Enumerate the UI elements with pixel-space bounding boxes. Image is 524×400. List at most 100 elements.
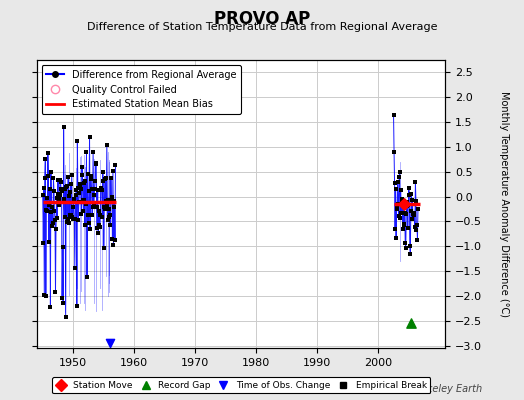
Point: [402, 211, 410, 218]
Point: [401, 245, 410, 252]
Point: [43, 208, 51, 214]
Point: [410, 210, 418, 216]
Point: [95, 208, 103, 215]
Point: [107, 198, 116, 205]
Point: [58, 188, 66, 194]
Point: [68, 214, 77, 221]
Point: [51, 216, 59, 223]
Point: [399, 222, 408, 228]
Text: Difference of Station Temperature Data from Regional Average: Difference of Station Temperature Data f…: [87, 22, 437, 32]
Point: [54, 202, 63, 208]
Point: [406, 250, 414, 257]
Point: [392, 235, 400, 241]
Point: [103, 142, 111, 148]
Point: [396, 169, 404, 175]
Legend: Station Move, Record Gap, Time of Obs. Change, Empirical Break: Station Move, Record Gap, Time of Obs. C…: [52, 377, 430, 394]
Point: [409, 211, 417, 217]
Point: [97, 184, 105, 191]
Point: [79, 208, 88, 214]
Point: [64, 220, 73, 227]
Point: [94, 222, 103, 228]
Point: [68, 172, 76, 178]
Point: [59, 300, 67, 307]
Point: [399, 200, 407, 206]
Point: [61, 186, 69, 192]
Point: [104, 217, 112, 224]
Legend: Difference from Regional Average, Quality Control Failed, Estimated Station Mean: Difference from Regional Average, Qualit…: [41, 65, 241, 114]
Point: [66, 189, 74, 195]
Point: [392, 205, 401, 211]
Point: [39, 240, 48, 246]
Point: [100, 204, 108, 210]
Point: [59, 124, 68, 130]
Point: [42, 195, 51, 201]
Point: [402, 203, 411, 209]
Point: [98, 214, 106, 220]
Point: [414, 206, 422, 212]
Point: [83, 274, 91, 281]
Point: [61, 314, 70, 320]
Point: [407, 191, 416, 197]
Point: [50, 187, 58, 194]
Point: [390, 180, 399, 186]
Point: [396, 214, 405, 221]
Y-axis label: Monthly Temperature Anomaly Difference (°C): Monthly Temperature Anomaly Difference (…: [499, 91, 509, 317]
Point: [99, 178, 107, 184]
Point: [57, 186, 66, 192]
Point: [71, 216, 80, 222]
Point: [413, 236, 422, 243]
Point: [107, 175, 115, 181]
Point: [41, 175, 49, 182]
Point: [89, 203, 97, 210]
Point: [106, 212, 114, 219]
Point: [64, 173, 72, 180]
Point: [100, 245, 108, 252]
Point: [46, 186, 54, 193]
Point: [76, 181, 84, 187]
Point: [75, 183, 84, 190]
Point: [66, 211, 74, 218]
Point: [60, 214, 69, 220]
Point: [400, 201, 408, 207]
Point: [52, 226, 60, 232]
Point: [407, 208, 415, 214]
Text: Berkeley Earth: Berkeley Earth: [410, 384, 482, 394]
Point: [40, 292, 49, 298]
Point: [109, 242, 117, 249]
Point: [406, 243, 414, 250]
Point: [84, 212, 92, 218]
Point: [47, 169, 55, 175]
Point: [103, 202, 112, 209]
Point: [62, 183, 71, 189]
Point: [80, 197, 89, 204]
Point: [108, 236, 117, 243]
Point: [56, 177, 64, 183]
Point: [95, 224, 104, 231]
Point: [390, 149, 398, 155]
Point: [52, 195, 61, 201]
Point: [65, 193, 73, 199]
Point: [405, 192, 413, 199]
Point: [91, 185, 99, 192]
Point: [46, 304, 54, 310]
Point: [91, 178, 100, 184]
Point: [60, 196, 68, 202]
Point: [41, 293, 50, 300]
Point: [75, 190, 83, 196]
Point: [394, 178, 402, 185]
Point: [411, 224, 419, 230]
Point: [111, 236, 119, 243]
Point: [398, 198, 406, 204]
Point: [405, 184, 413, 191]
Point: [82, 149, 91, 156]
Point: [407, 320, 415, 326]
Point: [110, 197, 118, 204]
Point: [45, 239, 53, 245]
Point: [79, 197, 87, 204]
Point: [108, 194, 116, 200]
Point: [72, 192, 80, 198]
Point: [397, 210, 406, 216]
Point: [403, 225, 412, 231]
Point: [99, 169, 107, 175]
Point: [87, 173, 95, 180]
